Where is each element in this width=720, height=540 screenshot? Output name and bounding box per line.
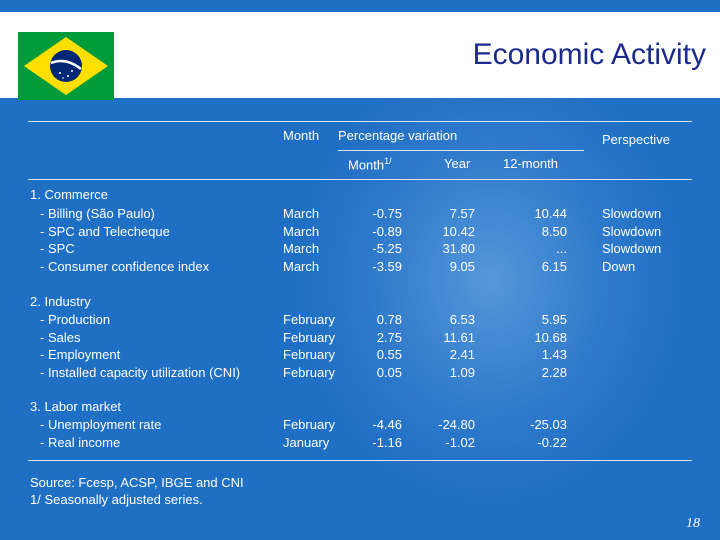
month-cell: January [283, 434, 330, 450]
value-cell: -1.16 [372, 434, 402, 450]
footnote: 1/ Seasonally adjusted series. [30, 492, 203, 507]
row-labels: - Unemployment rate - Real income [40, 416, 161, 451]
value-cell: 0.78 [376, 312, 402, 327]
value-cell: 0.55 [376, 347, 402, 362]
value-cell: -1.02 [445, 434, 475, 450]
row-label: - SPC and Telecheque [40, 223, 170, 239]
value-cell: 9.05 [449, 258, 475, 274]
perspective-cell: Down [602, 258, 636, 274]
value-cell: 10.68 [534, 329, 567, 345]
header-sub-rule [338, 150, 584, 151]
twelve-month-column: -25.03 -0.22 [510, 416, 567, 451]
year-variation-column: 7.57 10.42 31.80 9.05 [420, 205, 475, 275]
value-cell: ... [556, 241, 567, 256]
month-variation-column: 0.78 2.75 0.55 0.05 [350, 311, 402, 381]
value-cell: 6.53 [449, 312, 475, 327]
value-cell: 2.41 [449, 347, 475, 362]
header-sub-year: Year [444, 156, 471, 171]
value-cell: 10.42 [442, 223, 475, 239]
table-bottom-rule [28, 460, 692, 461]
month-cell: February [283, 329, 336, 345]
row-label: - Employment [40, 347, 121, 362]
row-labels: - Billing (São Paulo) - SPC and Telechequ… [40, 205, 209, 275]
month-column: February February February February [283, 311, 335, 381]
value-cell: 2.28 [541, 364, 567, 380]
value-cell: -4.46 [372, 417, 402, 432]
perspective-column: Slowdown Slowdown Slowdown Down [602, 205, 661, 275]
month-cell: February [283, 417, 336, 432]
row-label: - Billing (São Paulo) [40, 206, 155, 221]
value-cell: 2.75 [376, 329, 402, 345]
table-top-rule [28, 121, 692, 122]
year-variation-column: -24.80 -1.02 [420, 416, 475, 451]
value-cell: 11.61 [443, 329, 475, 345]
brazil-flag-icon [18, 32, 114, 100]
month-cell: March [283, 258, 320, 274]
value-cell: 7.57 [449, 206, 475, 221]
value-cell: -0.22 [537, 434, 567, 450]
month-cell: February [283, 347, 336, 362]
month-cell: March [283, 241, 320, 256]
value-cell: 6.15 [541, 258, 567, 274]
perspective-cell: Slowdown [602, 223, 662, 239]
slide-header: Economic Activity [0, 12, 720, 100]
section-title: 3. Labor market [30, 399, 122, 414]
header-perspective: Perspective [602, 132, 670, 147]
value-cell: -5.25 [372, 241, 402, 256]
value-cell: -3.59 [372, 258, 402, 274]
header-bottom-rule [28, 179, 692, 180]
value-cell: -24.80 [438, 417, 475, 432]
value-cell: 10.44 [534, 206, 567, 221]
value-cell: 31.80 [442, 241, 475, 256]
value-cell: -0.89 [372, 223, 402, 239]
value-cell: 1.09 [449, 364, 475, 380]
perspective-cell: Slowdown [602, 241, 662, 256]
month-variation-column: -4.46 -1.16 [350, 416, 402, 451]
row-label: - Sales [40, 329, 81, 345]
header-sub-12-month: 12-month [503, 156, 558, 171]
header-percentage-variation: Percentage variation [338, 128, 458, 143]
row-label: - Production [40, 312, 111, 327]
twelve-month-column: 5.95 10.68 1.43 2.28 [510, 311, 567, 381]
row-labels: - Production - Sales - Employment - Install… [40, 311, 240, 381]
row-label: - Installed capacity utilization (CNI) [40, 364, 241, 380]
slide-title: Economic Activity [472, 38, 706, 71]
header-sub-month: Month1/ [348, 156, 392, 173]
month-cell: February [283, 364, 336, 380]
month-cell: March [283, 223, 320, 239]
row-label: - Real income [40, 434, 121, 450]
value-cell: -0.75 [372, 206, 402, 221]
month-variation-column: -0.75 -0.89 -5.25 -3.59 [350, 205, 402, 275]
year-variation-column: 6.53 11.61 2.41 1.09 [420, 311, 475, 381]
month-cell: February [283, 312, 336, 327]
header-month: Month [283, 128, 320, 143]
row-label: - Unemployment rate [40, 417, 162, 432]
twelve-month-column: 10.44 8.50... 6.15 [510, 205, 567, 275]
section-title: 1. Commerce [30, 187, 109, 202]
row-label: - Consumer confidence index [40, 258, 210, 274]
value-cell: -25.03 [530, 417, 567, 432]
source-note: Source: Fcesp, ACSP, IBGE and CNI [30, 475, 244, 490]
month-cell: March [283, 206, 320, 221]
value-cell: 5.95 [541, 312, 567, 327]
section-title: 2. Industry [30, 294, 91, 309]
perspective-cell: Slowdown [602, 206, 662, 221]
value-cell: 1.43 [541, 347, 567, 362]
row-label: - SPC [40, 241, 75, 256]
value-cell: 0.05 [376, 364, 402, 380]
background-statue-image [300, 60, 680, 500]
month-column: February January [283, 416, 335, 451]
month-column: March March March March [283, 205, 319, 275]
page-number: 18 [686, 516, 700, 531]
value-cell: 8.50 [541, 223, 567, 239]
